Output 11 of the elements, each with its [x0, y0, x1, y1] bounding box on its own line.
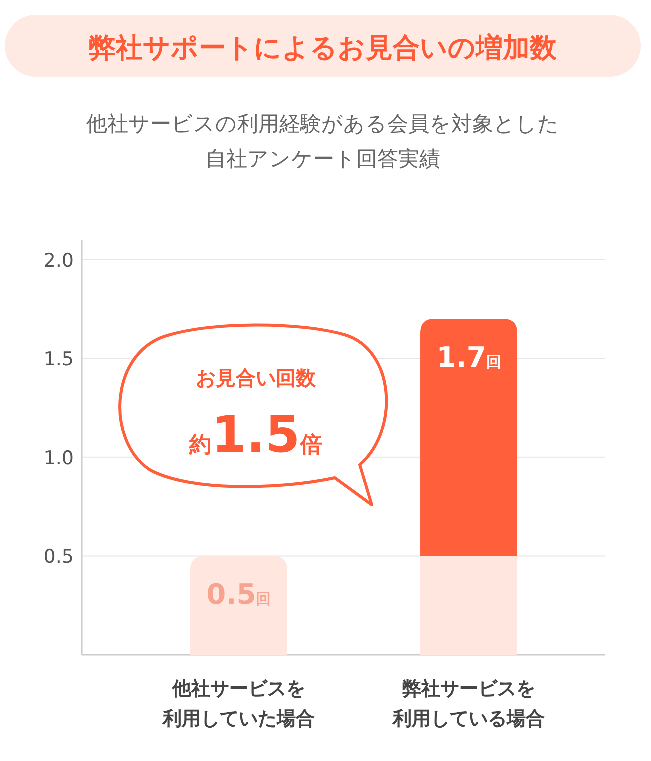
- annotation: 0.5回: [206, 578, 272, 612]
- annotation: お見合い回数: [196, 366, 317, 390]
- y-tick-label: 2.0: [44, 250, 74, 272]
- x-tick-label: 他社サービスを利用していた場合: [162, 678, 315, 730]
- x-tick-label: 弊社サービスを利用している場合: [392, 678, 546, 730]
- y-tick-label: 1.5: [44, 348, 74, 371]
- annotation: 1.7回: [436, 341, 502, 374]
- y-tick-label: 1.0: [44, 447, 74, 470]
- y-tick-label: 0.5: [44, 546, 74, 568]
- chart-subtitle: 他社サービスの利用経験がある会員を対象とした自社アンケート回答実績: [86, 112, 560, 171]
- chart-title: 弊社サポートによるお見合いの増加数: [89, 33, 558, 64]
